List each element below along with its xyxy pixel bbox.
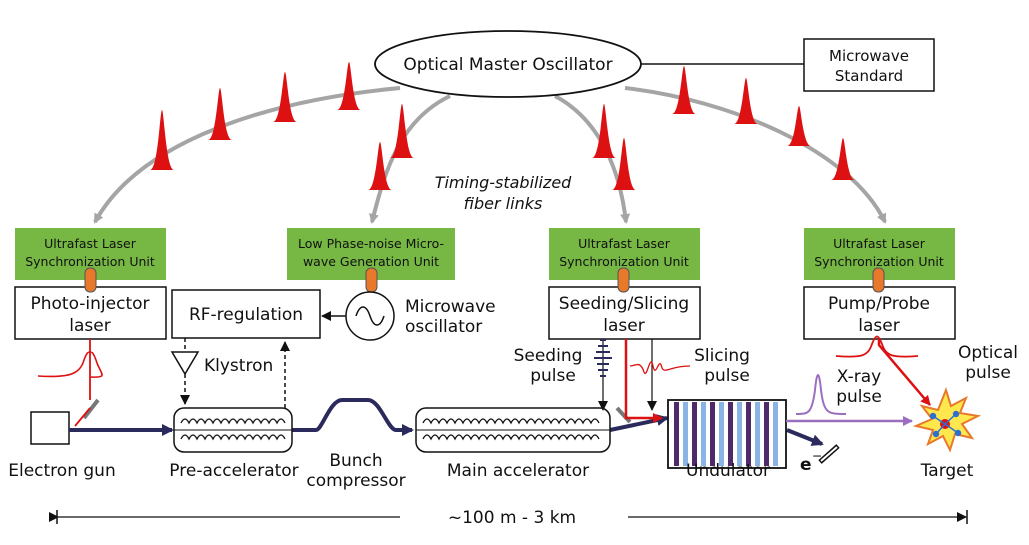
fiber-pulse: [390, 104, 414, 158]
target-label: Target: [920, 461, 974, 481]
seeding-mirror: [615, 406, 632, 424]
seeding-pulse-waveform: [594, 339, 612, 377]
microwave-standard-line1: Microwave: [829, 47, 909, 65]
seeding-pulse-line2: pulse: [530, 366, 576, 386]
fiber-pulses: [150, 62, 855, 190]
pump-probe-line2: laser: [858, 316, 899, 336]
fiber-pulse: [831, 138, 855, 180]
fiber-links-label-line1: Timing-stabilized: [435, 173, 572, 192]
microwave-standard-box: [803, 38, 935, 92]
slicing-pulse-line2: pulse: [704, 366, 750, 386]
connector: [617, 267, 630, 293]
electron-gun: [30, 411, 70, 445]
bunch-compressor-line2: compressor: [306, 471, 405, 491]
target-explosion-icon: [912, 387, 982, 453]
slicing-pulse-line1: Slicing: [694, 346, 750, 366]
fiber-links-label-line2: fiber links: [464, 194, 543, 213]
optical-master-oscillator: [374, 30, 642, 98]
pre-accelerator-cavities: [180, 418, 286, 441]
beam-segment: [609, 414, 669, 432]
sync-unit-2-line2: wave Generation Unit: [303, 254, 439, 269]
pump-probe-line1: Pump/Probe: [828, 294, 930, 314]
sync-unit-2-line1: Low Phase-noise Micro-: [298, 236, 444, 251]
optical-pulse-line1: Optical: [958, 343, 1018, 363]
photo-mirror: [82, 398, 100, 420]
seeding-pulse-line1: Seeding: [514, 346, 583, 366]
sync-unit-1-line2: Synchronization Unit: [25, 254, 155, 269]
beam-dump-path: [786, 428, 824, 446]
photo-laser-pulse: [37, 351, 103, 378]
microwave-oscillator-line1: Microwave: [405, 297, 496, 317]
bunch-compressor-line1: Bunch: [329, 451, 382, 471]
main-accelerator-cavities: [422, 418, 600, 441]
undulator-label: Undulator: [686, 461, 770, 481]
fiber-link-2: [369, 94, 451, 224]
electron-label: e: [800, 455, 812, 475]
main-accelerator-label: Main accelerator: [447, 461, 589, 481]
electron-superscript: −: [812, 448, 822, 463]
klystron-triangle: [170, 351, 200, 376]
seeding-slicing-line1: Seeding/Slicing: [559, 294, 689, 314]
xray-pulse-line2: pulse: [836, 387, 882, 407]
sync-unit-4-line1: Ultrafast Laser: [833, 236, 926, 251]
xray-pulse-shape: [795, 374, 847, 415]
photo-injector-box: [14, 286, 167, 340]
fiber-pulse: [612, 138, 636, 190]
rf-regulation-label: RF-regulation: [189, 305, 303, 325]
sync-unit-3-line2: Synchronization Unit: [559, 254, 689, 269]
pre-accelerator-label: Pre-accelerator: [169, 461, 298, 481]
microwave-standard-line2: Standard: [835, 67, 903, 85]
fiber-pulse: [672, 66, 696, 114]
photo-laser-to-gun: [74, 407, 91, 427]
fiber-pulse: [208, 88, 232, 140]
pump-probe-pulse: [835, 335, 919, 358]
sync-unit-3-line1: Ultrafast Laser: [578, 236, 671, 251]
fiber-pulse: [734, 78, 758, 124]
xray-pulse-line1: X-ray: [837, 367, 881, 387]
fiber-link-4: [624, 86, 887, 224]
electron-gun-label: Electron gun: [8, 461, 115, 481]
undulator-magnets: [674, 402, 778, 466]
rf-regulation-box: [171, 289, 321, 339]
connectors: [84, 267, 885, 293]
scale-label: ~100 m - 3 km: [448, 508, 576, 528]
sine-wave-icon: [355, 306, 385, 326]
sync-unit-1-line1: Ultrafast Laser: [44, 236, 137, 251]
klystron-label: Klystron: [204, 356, 273, 376]
oscillator-label: Optical Master Oscillator: [403, 55, 612, 75]
fiber-pulse: [592, 104, 616, 158]
slicing-pulse-waveform: [629, 361, 691, 375]
photo-injector-line1: Photo-injector: [30, 294, 149, 314]
fiber-pulse: [273, 72, 297, 122]
fiber-pulse: [368, 142, 392, 190]
optical-pulse-line2: pulse: [965, 363, 1011, 383]
microwave-oscillator-line2: oscillator: [405, 317, 482, 337]
fiber-pulse: [337, 62, 361, 110]
seeding-slicing-line2: laser: [603, 316, 644, 336]
fiber-pulse: [787, 106, 811, 146]
beam-dump-icon-inner: [820, 446, 838, 462]
fiber-pulse: [150, 110, 174, 170]
pump-probe-beam: [877, 339, 931, 406]
photo-injector-line2: laser: [69, 316, 110, 336]
connector: [365, 267, 378, 293]
fiber-link-3: [554, 94, 631, 224]
connector: [84, 267, 97, 293]
bunch-compressor-path: [292, 398, 414, 436]
connector: [872, 267, 885, 293]
sync-unit-4-line2: Synchronization Unit: [814, 254, 944, 269]
red-laser-to-undulator: [624, 339, 663, 423]
